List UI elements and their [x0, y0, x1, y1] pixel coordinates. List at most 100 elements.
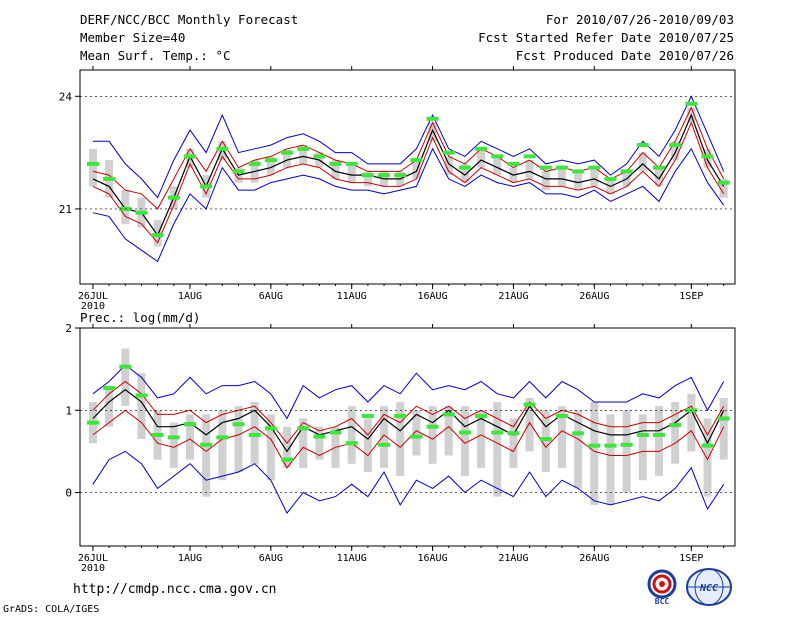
temp-green-marker	[669, 143, 682, 148]
temp-green-marker	[264, 158, 277, 163]
prec-green-marker	[523, 402, 536, 407]
prec-box	[363, 418, 372, 472]
temp-box	[638, 152, 647, 172]
temp-panel-frame	[79, 69, 736, 285]
prec-inner-upper-line	[92, 380, 725, 445]
temp-box	[331, 160, 340, 179]
prec-green-marker	[394, 414, 407, 419]
temp-green-marker	[167, 195, 180, 200]
member-size-label: Member Size=40	[80, 30, 186, 45]
temp-green-marker	[491, 154, 504, 159]
prec-y-tick-label: 1	[65, 404, 72, 417]
prec-box	[202, 414, 211, 497]
temp-year-label: 2010	[81, 301, 105, 312]
prec-x-tick-label: 1SEP	[679, 553, 703, 564]
prec-green-marker	[167, 435, 180, 440]
prec-green-marker	[555, 414, 568, 419]
prec-green-marker	[620, 442, 633, 447]
prec-box	[169, 422, 178, 468]
temp-green-marker	[248, 161, 261, 166]
prec-green-marker	[491, 430, 504, 435]
prec-green-marker	[458, 430, 471, 435]
svg-text:BCC: BCC	[655, 597, 670, 606]
temp-green-marker	[604, 176, 617, 181]
temp-green-marker	[701, 154, 714, 159]
temp-green-marker	[458, 165, 471, 170]
temp-box	[460, 163, 469, 183]
temp-box	[541, 171, 550, 191]
temp-green-marker	[507, 161, 520, 166]
temp-green-marker	[523, 154, 536, 159]
prec-green-marker	[442, 412, 455, 417]
prec-box	[250, 402, 259, 464]
prec-x-tick-label: 26JUL	[78, 553, 108, 564]
prec-green-marker	[183, 422, 196, 427]
chart-title: DERF/NCC/BCC Monthly Forecast	[80, 12, 299, 27]
temp-box	[363, 171, 372, 187]
prec-green-marker	[281, 457, 294, 462]
temp-green-marker	[652, 165, 665, 170]
temp-green-marker	[216, 146, 229, 151]
temp-box	[557, 167, 566, 187]
prec-green-marker	[604, 443, 617, 448]
prec-box	[687, 393, 696, 452]
prec-green-marker	[588, 443, 601, 448]
prec-year-label: 2010	[81, 563, 105, 574]
prec-box	[493, 402, 502, 497]
prec-box	[412, 410, 421, 456]
prec-green-marker	[86, 420, 99, 425]
prec-box	[509, 418, 518, 468]
prec-panel-title: Prec.: log(mm/d)	[80, 310, 200, 325]
svg-text:NCC: NCC	[699, 583, 718, 594]
temp-x-tick-label: 21AUG	[498, 291, 528, 302]
prec-green-marker	[636, 432, 649, 437]
prec-green-marker	[652, 432, 665, 437]
prec-outer-upper-line	[92, 364, 725, 420]
temp-green-marker	[717, 180, 730, 185]
prec-box	[590, 402, 599, 505]
prec-y-tick-label: 0	[65, 487, 72, 500]
prec-green-marker	[345, 441, 358, 446]
temp-x-tick-label: 1AUG	[178, 291, 202, 302]
prec-x-tick-label: 21AUG	[498, 553, 528, 564]
temp-box	[266, 156, 275, 176]
prec-green-marker	[717, 416, 730, 421]
prec-box	[654, 406, 663, 477]
temp-green-marker	[410, 158, 423, 163]
temp-green-marker	[620, 169, 633, 174]
temp-panel: 26JUL 1AUG 6AUG 11AUG 16AUG 21AUG 26AUG 1SEP 201…	[59, 66, 735, 312]
prec-green-marker	[329, 430, 342, 435]
prec-median-line	[92, 388, 725, 453]
prec-box	[347, 406, 356, 464]
temp-y-tick-label: 21	[59, 203, 72, 216]
prec-panel: 26JUL 1AUG 6AUG 11AUG 16AUG 21AUG 26AUG 1SEP201…	[65, 322, 735, 574]
prec-box	[574, 410, 583, 489]
prec-green-marker	[475, 414, 488, 419]
temp-green-marker	[297, 146, 310, 151]
prec-box	[234, 406, 243, 472]
prec-green-marker	[313, 434, 326, 439]
ncc-logo: NCC	[686, 568, 732, 606]
temp-green-marker	[572, 169, 585, 174]
temp-box	[719, 178, 728, 198]
temp-median-line	[92, 113, 725, 237]
prec-box	[606, 414, 615, 505]
temp-box	[477, 148, 486, 168]
prec-box	[444, 406, 453, 456]
website-url[interactable]: http://cmdp.ncc.cma.gov.cn	[73, 582, 277, 597]
prec-green-marker	[264, 426, 277, 431]
prec-green-marker	[103, 386, 116, 391]
prec-box	[428, 406, 437, 464]
prec-green-marker	[669, 423, 682, 428]
temp-box	[654, 167, 663, 187]
prec-box	[137, 373, 146, 440]
prec-green-marker	[200, 442, 213, 447]
forecast-period-label: For 2010/07/26-2010/09/03	[545, 12, 734, 27]
prec-green-marker	[507, 431, 520, 436]
prec-y-tick-label: 2	[65, 322, 72, 335]
prec-green-marker	[248, 432, 261, 437]
prec-box	[622, 410, 631, 493]
temp-green-marker	[555, 165, 568, 170]
temp-green-marker	[685, 101, 698, 106]
prec-x-tick-label: 6AUG	[259, 553, 283, 564]
